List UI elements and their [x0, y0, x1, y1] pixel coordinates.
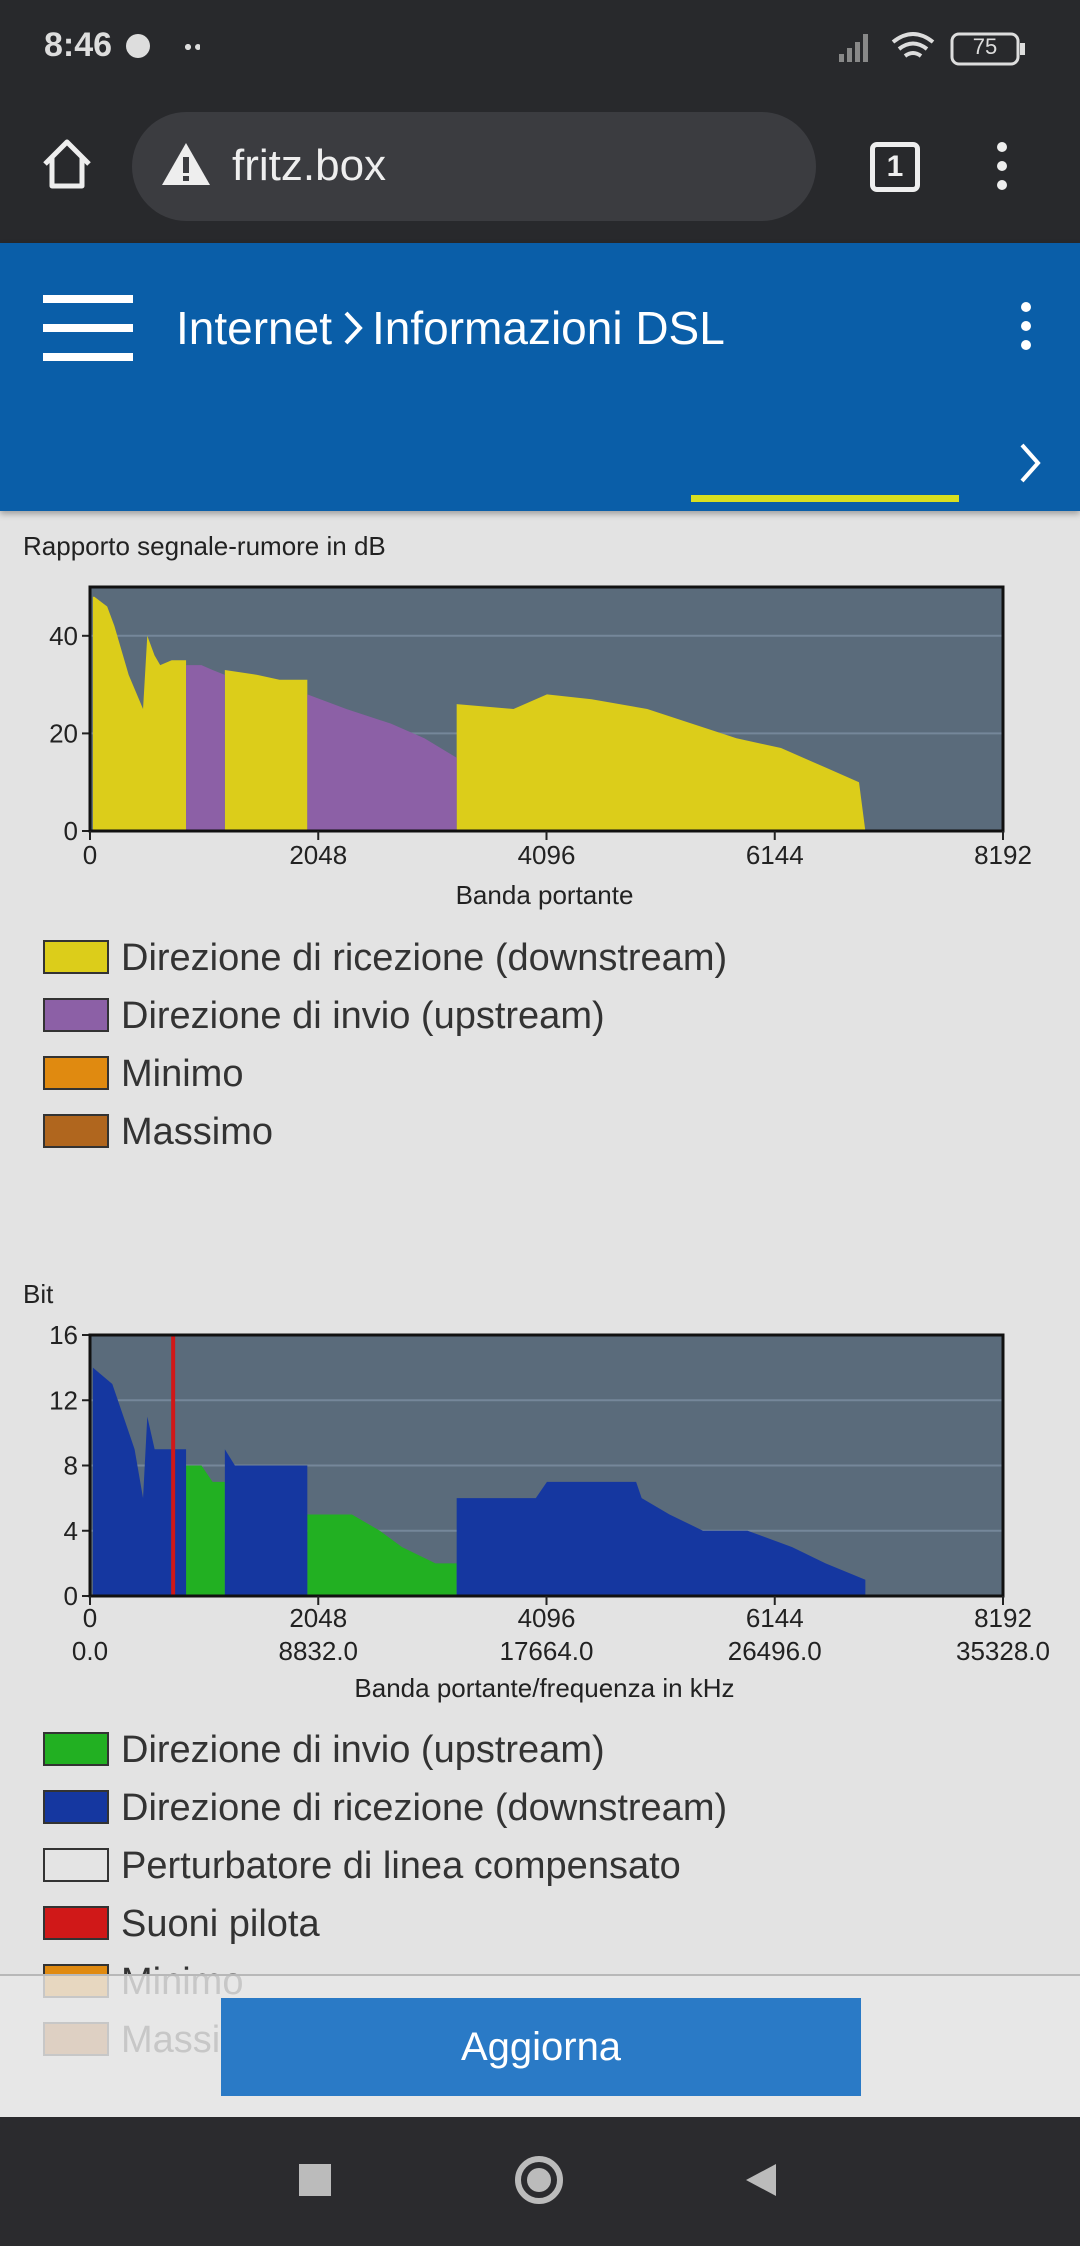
- legend-label: Minimo: [121, 1053, 244, 1095]
- x-tick-label: 2048: [289, 840, 347, 870]
- y-tick-label: 4: [64, 1516, 78, 1546]
- legend: Direzione di ricezione (downstream) Direz…: [43, 929, 763, 1161]
- legend-label: Direzione di ricezione (downstream): [121, 1787, 728, 1829]
- legend-item: Massimo: [43, 1103, 763, 1161]
- legend-swatch: [43, 1056, 109, 1090]
- y-tick-label: 16: [49, 1320, 78, 1350]
- warning-icon: [162, 143, 210, 185]
- legend-swatch: [43, 1848, 109, 1882]
- home-nav-button[interactable]: [515, 2156, 563, 2204]
- series-area: [92, 1367, 866, 1596]
- breadcrumb-section[interactable]: Internet: [176, 302, 332, 354]
- time: 8:46: [44, 26, 113, 64]
- status-bar: 8:46 75: [0, 0, 1080, 86]
- legend-label: Direzione di ricezione (downstream): [121, 937, 728, 979]
- url-bar[interactable]: [132, 112, 816, 221]
- hamburger-menu[interactable]: [43, 293, 133, 363]
- tab-indicator: [691, 495, 959, 502]
- chart: Bit 0 4 8 12 16 0 2048 4096 6144 8192 0.0 8832.0 1766…: [23, 1279, 1050, 1703]
- chart-title: Rapporto segnale-rumore in dB: [23, 531, 386, 561]
- x2-tick-label: 35328.0: [956, 1636, 1050, 1666]
- legend-item: Minimo: [43, 1045, 763, 1103]
- x-tick-label: 6144: [746, 840, 804, 870]
- y-tick-label: 0: [64, 1581, 78, 1611]
- legend-item: Perturbatore di linea compensato: [43, 1837, 763, 1895]
- y-tick-label: 8: [64, 1451, 78, 1481]
- menu-button[interactable]: [990, 141, 1014, 191]
- series-area: [186, 665, 457, 831]
- breadcrumb: Internet Informazioni DSL: [176, 301, 725, 355]
- y-tick-label: 40: [49, 621, 78, 651]
- x2-tick-label: 0.0: [72, 1636, 108, 1666]
- y-tick-label: 12: [49, 1385, 78, 1415]
- nav-buttons: [299, 2156, 776, 2204]
- legend-label: Suoni pilota: [121, 1903, 320, 1945]
- recents-button[interactable]: [299, 2164, 331, 2196]
- dots: [185, 44, 191, 50]
- breadcrumb-chevron: [344, 311, 363, 345]
- x-tick-label: 4096: [518, 840, 576, 870]
- header-menu[interactable]: [1014, 301, 1038, 351]
- tab-count[interactable]: 1: [870, 142, 920, 192]
- y-tick-label: 20: [49, 718, 78, 748]
- chart-title: Bit: [23, 1279, 54, 1309]
- x2-tick-label: 17664.0: [500, 1636, 594, 1666]
- legend-swatch: [43, 998, 109, 1032]
- battery-icon: [950, 32, 1025, 66]
- legend-swatch: [43, 1114, 109, 1148]
- legend-item: Direzione di ricezione (downstream): [43, 929, 763, 987]
- series-area: [186, 1465, 457, 1596]
- legend-swatch: [43, 1732, 109, 1766]
- navigation-bar: [0, 2117, 1080, 2246]
- home-nav-dot: [527, 2168, 551, 2192]
- x-tick-label: 0: [83, 840, 97, 870]
- x-tick-label: 0: [83, 1603, 97, 1633]
- x-tick-label: 8192: [974, 840, 1032, 870]
- x-tick-label: 6144: [746, 1603, 804, 1633]
- home-button[interactable]: [40, 136, 95, 191]
- x2-tick-label: 26496.0: [728, 1636, 822, 1666]
- x2-tick-label: 8832.0: [278, 1636, 358, 1666]
- x-tick-label: 4096: [518, 1603, 576, 1633]
- back-button[interactable]: [746, 2164, 776, 2196]
- legend-swatch: [43, 1906, 109, 1940]
- legend-item: Suoni pilota: [43, 1895, 763, 1953]
- refresh-button[interactable]: Aggiorna: [221, 1998, 861, 2096]
- app-header: Internet Informazioni DSL PanoramicaDSLS…: [0, 243, 1080, 712]
- browser-bar: fritz.box 1: [0, 86, 1080, 243]
- signal-wifi: [839, 32, 935, 62]
- legend-label: Massimo: [121, 1111, 274, 1153]
- x-axis-title: Banda portante: [456, 880, 634, 910]
- legend-label: Direzione di invio (upstream): [121, 1729, 605, 1771]
- legend-swatch: [43, 1790, 109, 1824]
- chart: Rapporto segnale-rumore in dB 0 20 40 0 2048 4…: [23, 531, 1032, 910]
- legend-swatch: [43, 940, 109, 974]
- legend-item: Direzione di ricezione (downstream): [43, 1779, 763, 1837]
- breadcrumb-page: Informazioni DSL: [372, 302, 725, 354]
- x-tick-label: 8192: [974, 1603, 1032, 1633]
- series-area: [92, 596, 866, 831]
- legend-label: Perturbatore di linea compensato: [121, 1845, 681, 1887]
- legend-item: Direzione di invio (upstream): [43, 987, 763, 1045]
- x-axis-title: Banda portante/frequenza in kHz: [354, 1673, 734, 1703]
- legend-item: Direzione di invio (upstream): [43, 1721, 763, 1779]
- tabs-next[interactable]: [1010, 433, 1050, 493]
- x-tick-label: 2048: [289, 1603, 347, 1633]
- battery-level: 75: [972, 34, 998, 59]
- legend-label: Direzione di invio (upstream): [121, 995, 605, 1037]
- y-tick-label: 0: [64, 816, 78, 846]
- url: fritz.box: [232, 141, 387, 190]
